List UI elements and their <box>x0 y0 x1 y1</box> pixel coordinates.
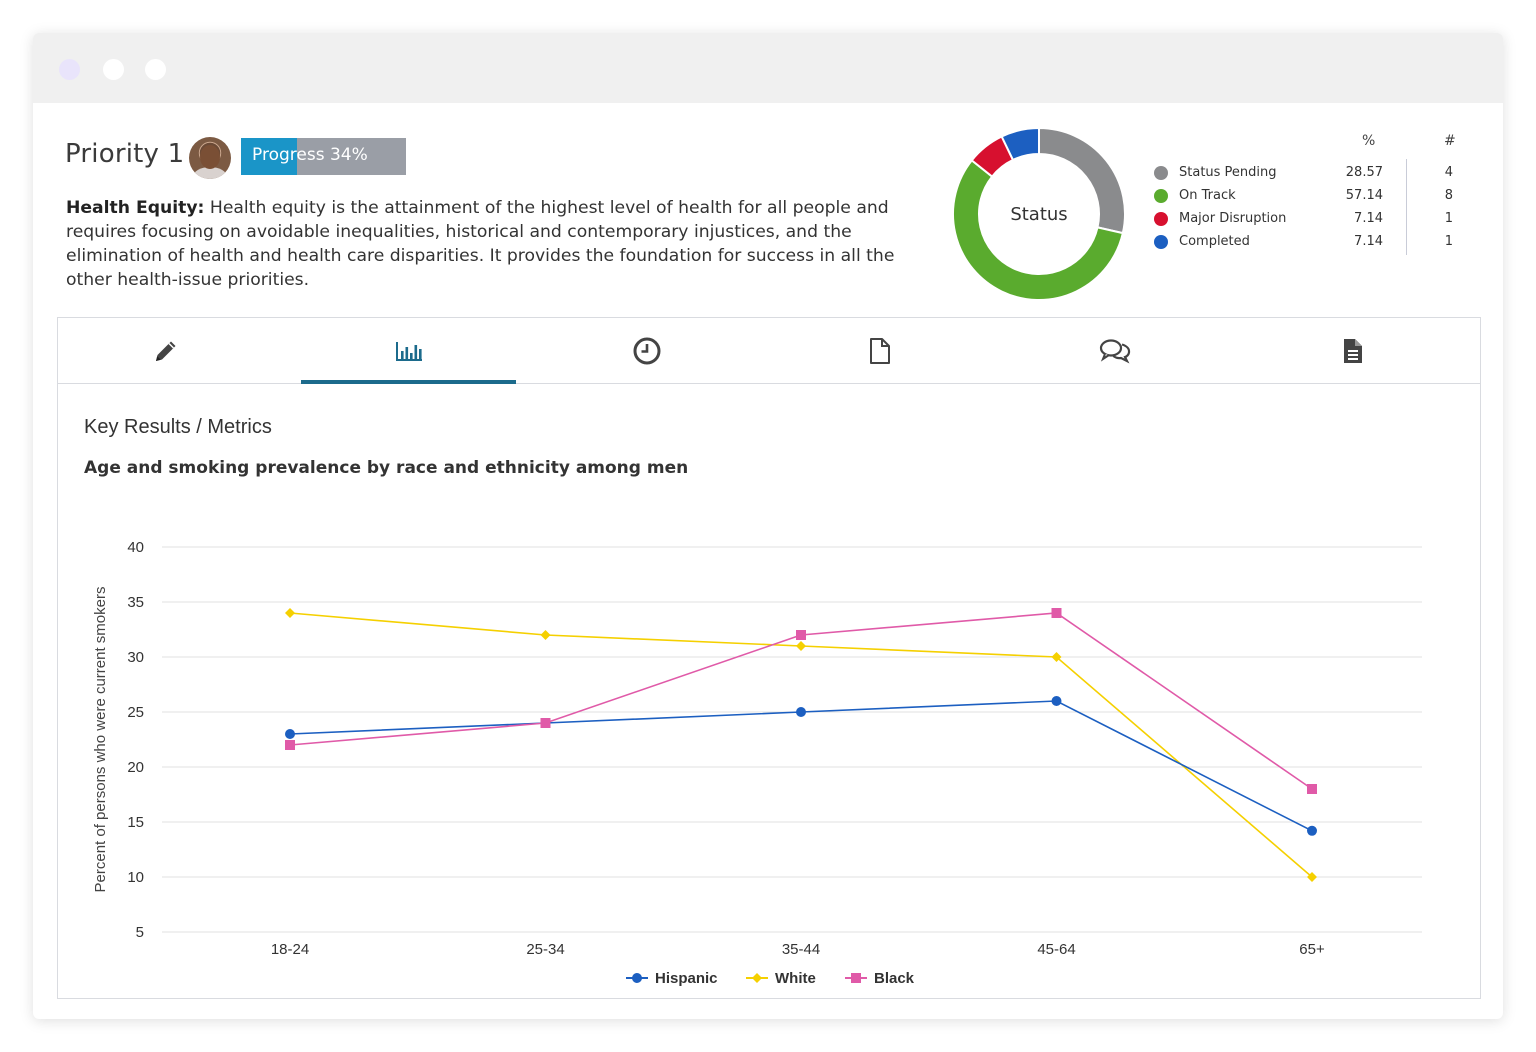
y-tick-label: 15 <box>127 814 144 831</box>
chart-legend-item-hispanic[interactable]: Hispanic <box>626 970 718 987</box>
donut-slice-completed <box>1000 126 1040 162</box>
legend-swatch <box>1154 212 1168 226</box>
detail-panel: Key Results / Metrics Age and smoking pr… <box>57 317 1481 999</box>
legend-percent: 28.57 <box>1345 165 1383 180</box>
y-axis-label: Percent of persons who were current smok… <box>92 587 109 893</box>
tab-comments[interactable] <box>1007 318 1222 383</box>
legend-count: 8 <box>1444 188 1453 203</box>
x-tick-label: 18-24 <box>271 941 309 958</box>
series-line-hispanic <box>289 700 1313 832</box>
legend-count: 1 <box>1444 211 1453 226</box>
donut-slice-on-track <box>952 158 1125 301</box>
clock-icon <box>633 337 660 364</box>
description-text: Health equity is the attainment of the h… <box>66 198 895 290</box>
progress-label: Progress 34% <box>252 145 368 165</box>
bar-chart-icon <box>395 341 422 361</box>
tab-history[interactable] <box>539 318 754 383</box>
legend-marker <box>851 973 861 983</box>
x-tick-label: 65+ <box>1299 941 1325 958</box>
data-point-hispanic <box>796 707 806 717</box>
y-tick-label: 25 <box>127 704 144 721</box>
legend-row-on-track: On Track 57.14 8 <box>1151 185 1471 207</box>
x-tick-label: 35-44 <box>782 941 820 958</box>
tab-document[interactable] <box>772 318 987 383</box>
legend-marker <box>632 973 642 983</box>
tab-report[interactable] <box>1245 318 1460 383</box>
legend-header-count: # <box>1444 133 1456 149</box>
legend-marker <box>752 973 762 983</box>
tab-edit[interactable] <box>58 318 273 383</box>
document-icon <box>869 337 890 364</box>
chart-legend-item-black[interactable]: Black <box>845 970 915 987</box>
chart-title: Age and smoking prevalence by race and e… <box>84 458 689 478</box>
data-point-black <box>1051 608 1062 618</box>
data-point-black <box>796 630 806 640</box>
legend-swatch <box>1154 189 1168 203</box>
description-term: Health Equity: <box>66 198 205 218</box>
legend-swatch <box>1154 235 1168 249</box>
avatar[interactable] <box>189 137 231 179</box>
section-title: Key Results / Metrics <box>84 416 272 438</box>
x-tick-label: 25-34 <box>526 941 564 958</box>
data-point-black <box>1307 784 1317 794</box>
data-point-hispanic <box>285 729 295 739</box>
tab-bar <box>58 318 1480 384</box>
series-line-white <box>289 612 1313 878</box>
data-point-hispanic <box>1307 825 1317 836</box>
y-tick-label: 10 <box>127 869 144 886</box>
legend-label: White <box>775 970 816 987</box>
legend-percent: 7.14 <box>1354 211 1383 226</box>
legend-count: 1 <box>1444 234 1453 249</box>
legend-divider <box>1406 159 1407 255</box>
legend-name: Major Disruption <box>1179 211 1287 226</box>
legend-count: 4 <box>1444 165 1453 180</box>
legend-header-percent: % <box>1362 133 1376 149</box>
legend-label: Black <box>874 970 915 987</box>
tab-metrics[interactable] <box>301 318 516 384</box>
data-point-white <box>285 608 295 618</box>
legend-name: Status Pending <box>1179 165 1277 180</box>
y-tick-label: 30 <box>127 649 144 666</box>
chart-legend-item-white[interactable]: White <box>746 970 816 987</box>
y-tick-label: 40 <box>127 539 144 556</box>
y-tick-label: 35 <box>127 594 144 611</box>
data-point-black <box>540 718 551 728</box>
data-point-white <box>1051 652 1062 662</box>
status-legend: % # Status Pending 28.57 4 On Track 57.1… <box>1151 133 1471 263</box>
data-point-white <box>796 641 806 651</box>
comments-icon <box>1099 338 1130 363</box>
status-donut-chart: Status <box>952 126 1126 301</box>
x-tick-label: 45-64 <box>1037 941 1075 958</box>
legend-percent: 57.14 <box>1345 188 1383 203</box>
progress-bar: Progress 34% <box>241 138 406 175</box>
data-point-black <box>285 740 295 750</box>
legend-name: Completed <box>1179 234 1250 249</box>
page-title: Priority 1 <box>65 139 185 169</box>
data-point-white <box>1307 872 1317 882</box>
file-text-icon <box>1343 338 1362 363</box>
window-control-close[interactable] <box>59 59 80 80</box>
window-control-maximize[interactable] <box>145 59 166 80</box>
legend-row-status-pending: Status Pending 28.57 4 <box>1151 162 1471 184</box>
legend-name: On Track <box>1179 188 1236 203</box>
donut-center-label: Status <box>1010 204 1067 225</box>
data-point-white <box>540 630 551 640</box>
data-point-hispanic <box>1051 696 1062 706</box>
legend-percent: 7.14 <box>1354 234 1383 249</box>
priority-description: Health Equity: Health equity is the atta… <box>66 196 906 292</box>
pencil-icon <box>155 341 175 361</box>
legend-row-major-disruption: Major Disruption 7.14 1 <box>1151 208 1471 230</box>
app-window: Priority 1 Progress 34% Health Equity: H… <box>33 33 1503 1019</box>
y-tick-label: 5 <box>136 924 144 941</box>
title-bar <box>33 33 1503 103</box>
y-tick-label: 20 <box>127 759 144 776</box>
progress-fill <box>241 138 298 175</box>
legend-row-completed: Completed 7.14 1 <box>1151 231 1471 253</box>
window-control-minimize[interactable] <box>103 59 124 80</box>
legend-swatch <box>1154 166 1168 180</box>
legend-label: Hispanic <box>655 970 718 987</box>
